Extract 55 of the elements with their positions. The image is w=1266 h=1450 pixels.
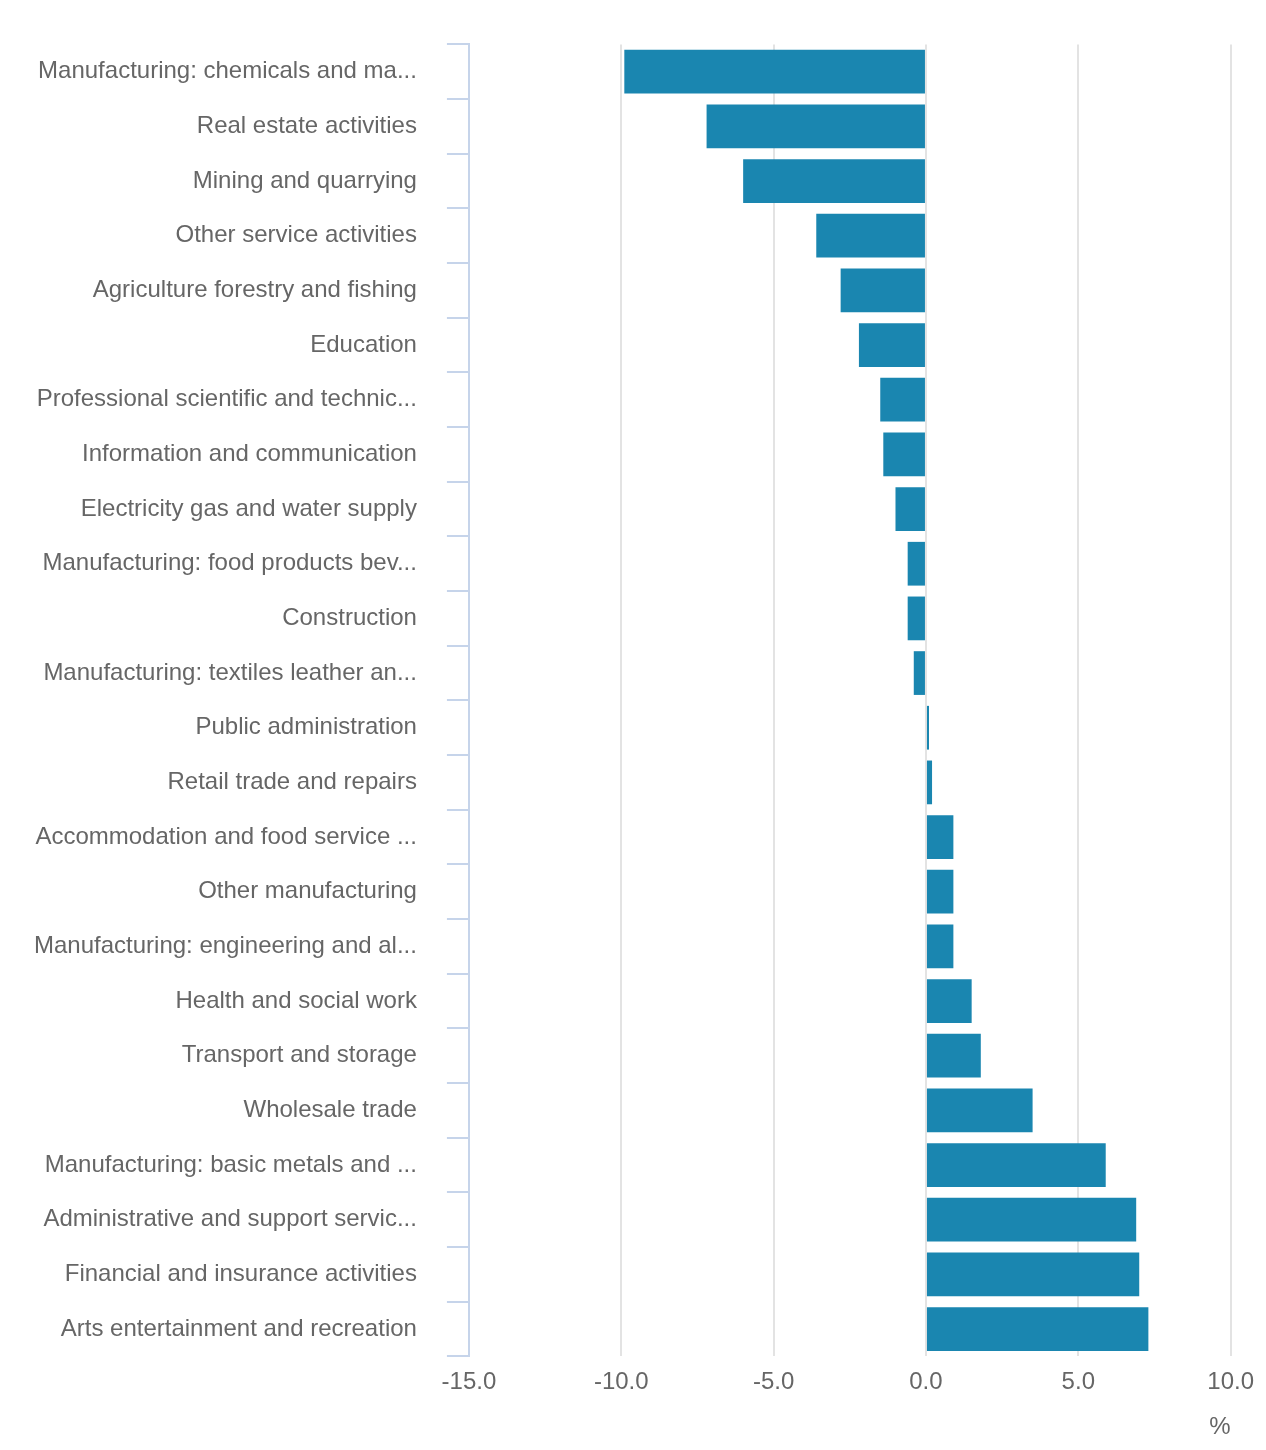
x-tick-label: 0.0 (909, 1367, 943, 1395)
y-tick-label: Professional scientific and technic... (36, 384, 417, 412)
bar (907, 541, 925, 586)
x-axis-title: % (1209, 1412, 1231, 1440)
y-tick-label: Accommodation and food service ... (35, 821, 417, 849)
bar (926, 924, 954, 969)
x-tick-label: -15.0 (441, 1367, 497, 1395)
bar (706, 104, 925, 149)
bar (880, 377, 925, 422)
y-tick-label: Financial and insurance activities (64, 1259, 417, 1287)
y-tick-label: Manufacturing: basic metals and ... (44, 1149, 417, 1177)
bar (743, 159, 925, 203)
y-tick-label: Information and communication (82, 439, 417, 467)
bar (926, 1307, 1149, 1351)
y-tick-label: Public administration (195, 712, 417, 740)
bar (926, 1143, 1106, 1187)
y-tick-label: Mining and quarrying (192, 165, 417, 193)
x-tick-label: -5.0 (752, 1367, 795, 1395)
bar (926, 1033, 981, 1078)
bar (624, 49, 925, 94)
bar (907, 596, 925, 641)
bar (926, 979, 972, 1023)
bar (926, 705, 929, 750)
y-tick-label: Real estate activities (196, 111, 417, 139)
bar (926, 1088, 1033, 1133)
x-tick-label: -10.0 (593, 1367, 649, 1395)
bar (926, 815, 954, 859)
y-tick-label: Administrative and support servic... (43, 1204, 417, 1232)
y-tick-label: Other service activities (175, 220, 417, 248)
y-tick-label: Health and social work (175, 985, 418, 1013)
bar (926, 869, 954, 914)
bar (926, 1252, 1140, 1297)
y-tick-label: Construction (282, 603, 417, 631)
x-tick-label: 10.0 (1207, 1367, 1254, 1395)
y-tick-label: Manufacturing: textiles leather an... (43, 657, 417, 685)
bar (913, 651, 925, 695)
y-tick-label: Agriculture forestry and fishing (92, 275, 417, 303)
y-tick-label: Electricity gas and water supply (80, 493, 417, 521)
y-tick-label: Arts entertainment and recreation (60, 1313, 417, 1341)
bar (816, 213, 925, 258)
y-tick-label: Other manufacturing (198, 876, 417, 904)
bar (883, 432, 925, 477)
y-tick-label: Manufacturing: chemicals and ma... (38, 56, 417, 84)
x-tick-label: 5.0 (1061, 1367, 1095, 1395)
bar (840, 268, 925, 313)
y-tick-label: Manufacturing: food products bev... (42, 548, 417, 576)
y-tick-label: Retail trade and repairs (167, 767, 417, 795)
y-tick-label: Wholesale trade (243, 1095, 417, 1123)
y-tick-label: Education (310, 329, 417, 357)
bar (895, 487, 925, 531)
bar (858, 323, 925, 367)
y-tick-label: Transport and storage (181, 1040, 417, 1068)
bar (926, 760, 933, 805)
y-tick-label: Manufacturing: engineering and al... (34, 931, 417, 959)
bar (926, 1197, 1137, 1242)
